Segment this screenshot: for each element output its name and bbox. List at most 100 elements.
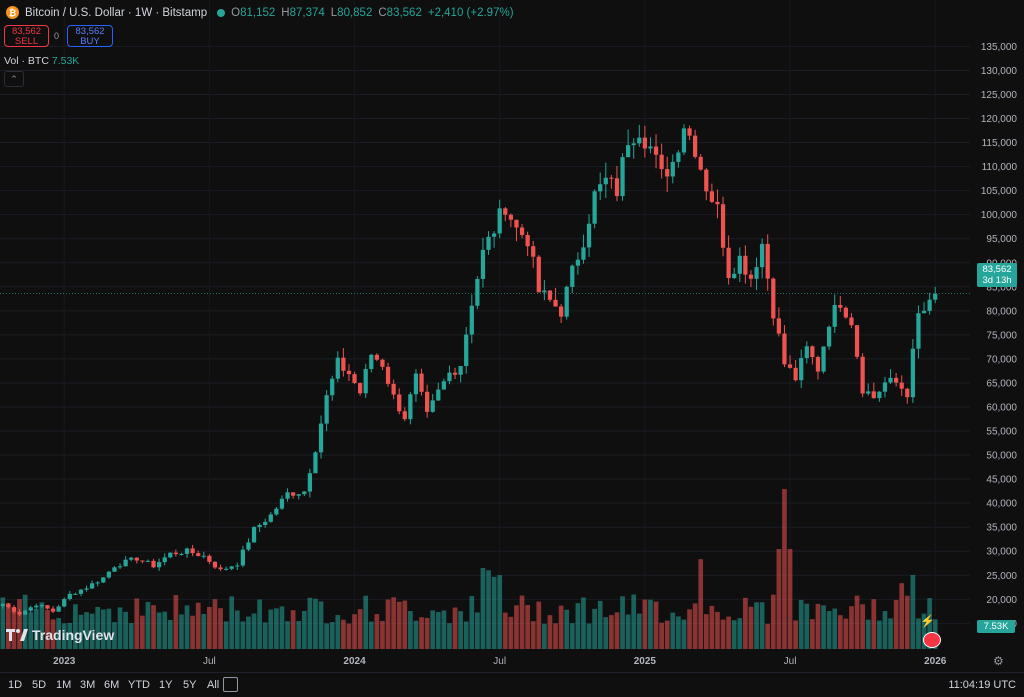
candle-body	[614, 178, 620, 197]
volume-bar	[726, 616, 731, 649]
low-value: 80,852	[337, 6, 373, 19]
candle-body	[598, 184, 603, 192]
volume-bar	[324, 623, 329, 649]
volume-bar	[301, 611, 307, 649]
range-button-ytd[interactable]: YTD	[128, 679, 150, 691]
candle-body	[123, 559, 128, 567]
volume-bar	[167, 619, 173, 649]
candle-body	[184, 548, 190, 554]
buy-button[interactable]: 83,562 BUY	[67, 25, 113, 47]
range-button-all[interactable]: All	[207, 679, 220, 691]
volume-bar	[469, 596, 475, 649]
volume-bar	[542, 623, 547, 649]
tradingview-wordmark: TradingView	[32, 627, 115, 643]
collapse-legend-button[interactable]: ⌃	[4, 71, 24, 87]
candle-body	[458, 366, 463, 375]
range-button-1m[interactable]: 1M	[56, 679, 72, 691]
volume-bar	[346, 623, 352, 649]
volume-bar	[491, 576, 497, 649]
range-button-6m[interactable]: 6M	[104, 679, 120, 691]
candle-body	[559, 306, 564, 317]
candle-body	[391, 383, 396, 395]
range-button-5y[interactable]: 5Y	[183, 679, 197, 691]
volume-bar	[536, 601, 542, 649]
candle-body	[240, 549, 245, 566]
candle-body	[838, 304, 843, 308]
volume-bar	[313, 598, 318, 649]
volume-bar	[419, 617, 424, 649]
volume-bar	[335, 615, 341, 649]
candle-body	[659, 154, 664, 170]
range-button-1d[interactable]: 1D	[8, 679, 23, 691]
range-button-5d[interactable]: 5D	[32, 679, 47, 691]
time-tick-label: 2024	[343, 656, 366, 667]
sell-button[interactable]: 83,562 SELL	[4, 25, 49, 47]
volume-bar	[95, 606, 101, 649]
range-button-3m[interactable]: 3M	[80, 679, 96, 691]
candle-body	[207, 555, 212, 562]
volume-bar	[162, 611, 168, 649]
candle-body	[637, 137, 642, 144]
volume-bar	[597, 600, 603, 649]
volume-bar	[609, 615, 614, 649]
volume-bar	[413, 620, 419, 649]
candle-body	[17, 611, 22, 615]
volume-bar	[681, 619, 687, 649]
time-tick-label: 2025	[634, 656, 657, 667]
candle-body	[50, 608, 56, 612]
volume-bar	[837, 615, 843, 649]
volume-bar	[659, 622, 664, 649]
price-tick-label: 130,000	[981, 66, 1018, 77]
volume-bar	[22, 594, 28, 649]
candle-body	[134, 557, 139, 561]
volume-bar	[89, 613, 95, 649]
candle-body	[888, 377, 893, 383]
volume-bar	[480, 567, 486, 649]
volume-bar	[28, 612, 34, 649]
candle-body	[503, 208, 508, 215]
candle-body	[374, 354, 379, 360]
candle-body	[157, 562, 162, 568]
utc-clock[interactable]: 11:04:19 UTC	[948, 679, 1016, 691]
time-tick-label: Jul	[493, 656, 506, 667]
candle-body	[430, 400, 435, 412]
volume-bar	[341, 619, 346, 649]
price-tick-label: 135,000	[981, 42, 1018, 53]
candle-body	[78, 589, 84, 594]
candle-body	[168, 552, 173, 558]
volume-legend: Vol · BTC 7.53K	[4, 55, 79, 67]
volume-bar	[39, 602, 45, 649]
volume-bar	[592, 608, 597, 649]
volume-bar	[447, 623, 452, 649]
last-price-tag: 83,562 3d 13h	[977, 263, 1017, 287]
us-flag-icon[interactable]	[923, 632, 941, 648]
symbol-title[interactable]: Bitcoin / U.S. Dollar · 1W · Bitstamp	[25, 6, 208, 19]
candle-body	[212, 561, 218, 568]
volume-bar	[882, 611, 888, 649]
price-tick-label: 40,000	[986, 499, 1017, 510]
high-value: 87,374	[289, 6, 325, 19]
calendar-icon[interactable]	[223, 677, 238, 692]
candle-body	[201, 555, 206, 557]
candle-body	[235, 565, 240, 567]
range-button-1y[interactable]: 1Y	[159, 679, 173, 691]
price-chart[interactable]: 15,00020,00025,00030,00035,00040,00045,0…	[0, 0, 1024, 672]
candle-body	[693, 135, 698, 157]
candle-body	[251, 527, 257, 543]
volume-bar	[664, 620, 670, 649]
price-tick-label: 125,000	[981, 90, 1018, 101]
volume-bar	[731, 620, 737, 649]
lightning-icon[interactable]: ⚡	[920, 614, 935, 628]
volume-bar	[100, 609, 106, 649]
close-value: 83,562	[386, 6, 422, 19]
candle-body	[296, 494, 301, 496]
candle-body	[832, 304, 837, 327]
candle-body	[11, 607, 17, 612]
grid	[0, 0, 970, 650]
candle-body	[815, 357, 821, 372]
volume-bar	[692, 603, 698, 649]
candle-body	[95, 582, 100, 584]
candle-body	[860, 356, 865, 394]
gear-icon[interactable]: ⚙	[993, 654, 1004, 668]
candle-body	[145, 560, 151, 562]
